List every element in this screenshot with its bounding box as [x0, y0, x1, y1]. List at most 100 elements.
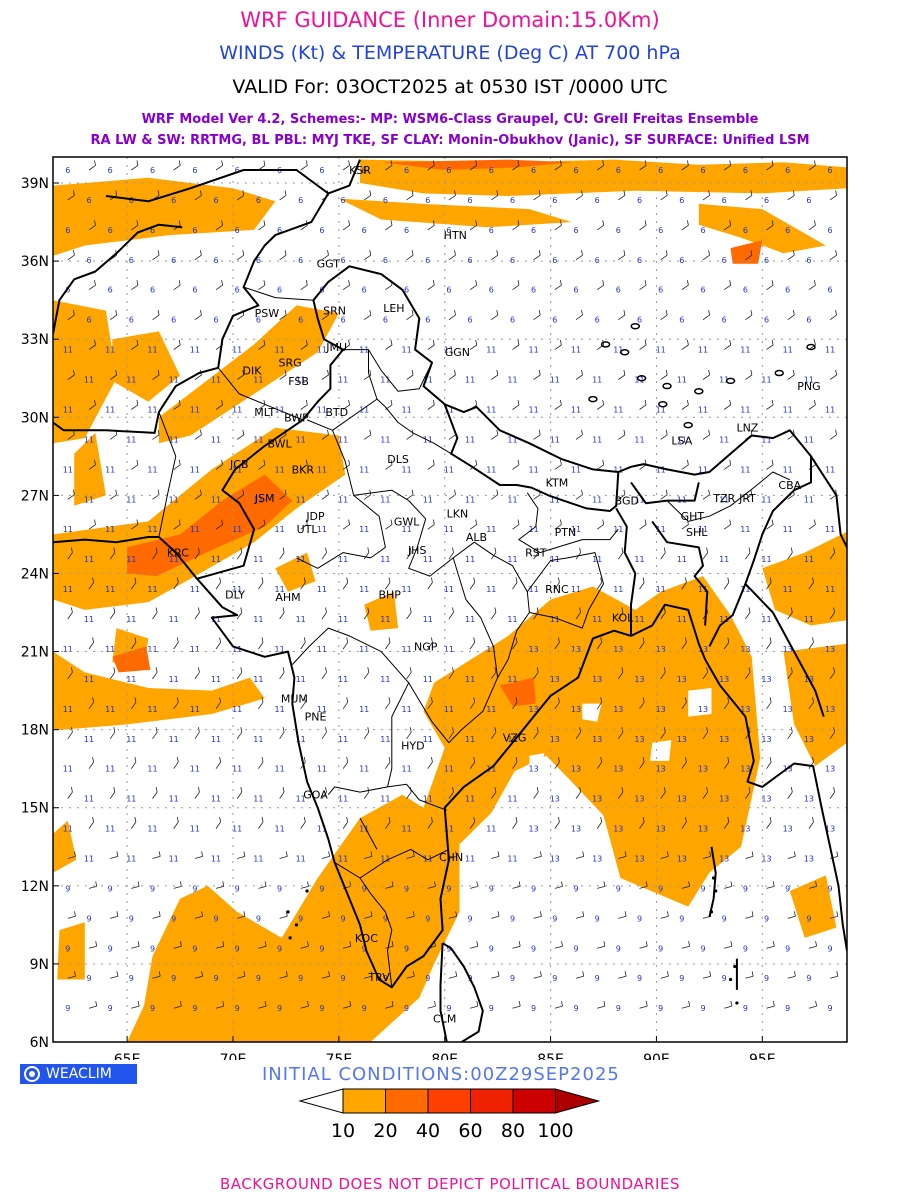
- svg-text:11: 11: [465, 855, 475, 864]
- svg-text:11: 11: [423, 495, 433, 504]
- svg-text:11: 11: [84, 615, 94, 624]
- svg-text:6: 6: [785, 226, 790, 235]
- svg-text:9: 9: [86, 914, 91, 923]
- station-ngp: NGP: [414, 640, 438, 653]
- svg-text:6: 6: [319, 166, 324, 175]
- svg-text:9: 9: [235, 884, 240, 893]
- svg-text:11: 11: [444, 346, 454, 355]
- svg-text:11: 11: [380, 735, 390, 744]
- svg-text:9: 9: [129, 914, 134, 923]
- svg-text:11: 11: [486, 346, 496, 355]
- svg-text:11: 11: [169, 555, 179, 564]
- station-pne: PNE: [305, 711, 327, 724]
- station-jhs: JHS: [407, 544, 427, 557]
- svg-text:9: 9: [298, 974, 303, 983]
- svg-text:11: 11: [105, 765, 115, 774]
- svg-text:9: 9: [446, 1004, 451, 1013]
- station-alb: ALB: [466, 531, 487, 544]
- svg-text:11: 11: [63, 645, 73, 654]
- coastline: [53, 159, 847, 1042]
- svg-text:11: 11: [84, 795, 94, 804]
- svg-text:9: 9: [510, 974, 515, 983]
- svg-text:6: 6: [108, 286, 113, 295]
- svg-text:11: 11: [465, 495, 475, 504]
- svg-text:6: 6: [446, 166, 451, 175]
- svg-text:9: 9: [383, 914, 388, 923]
- svg-text:9: 9: [552, 974, 557, 983]
- svg-text:9: 9: [785, 1004, 790, 1013]
- svg-text:11: 11: [147, 585, 157, 594]
- svg-text:11: 11: [63, 825, 73, 834]
- svg-text:11: 11: [804, 555, 814, 564]
- station-chn: CHN: [439, 851, 463, 864]
- lat-tick-label: 9N: [30, 957, 49, 973]
- svg-text:11: 11: [783, 525, 793, 534]
- svg-text:11: 11: [359, 585, 369, 594]
- svg-text:9: 9: [828, 944, 833, 953]
- svg-text:9: 9: [806, 974, 811, 983]
- svg-text:11: 11: [507, 376, 517, 385]
- svg-text:11: 11: [338, 495, 348, 504]
- svg-text:13: 13: [719, 855, 729, 864]
- colorbar-segment: [427, 1088, 471, 1114]
- svg-text:6: 6: [573, 226, 578, 235]
- svg-text:6: 6: [319, 226, 324, 235]
- svg-text:11: 11: [317, 525, 327, 534]
- svg-text:9: 9: [319, 884, 324, 893]
- svg-text:6: 6: [552, 196, 557, 205]
- station-lnz: LNZ: [737, 422, 759, 435]
- station-labels: KSR HTN GGT LEH PSW SRN JMU GGN DIK SRG FSB PNG MLT B…: [167, 164, 821, 1026]
- svg-text:6: 6: [171, 196, 176, 205]
- svg-text:9: 9: [277, 884, 282, 893]
- svg-text:11: 11: [529, 346, 539, 355]
- station-goa: GOA: [303, 789, 328, 802]
- svg-text:9: 9: [341, 974, 346, 983]
- colorbar-low-triangle: [298, 1088, 344, 1114]
- svg-text:11: 11: [423, 555, 433, 564]
- svg-text:6: 6: [298, 196, 303, 205]
- svg-text:11: 11: [783, 346, 793, 355]
- svg-text:9: 9: [468, 914, 473, 923]
- svg-text:11: 11: [677, 376, 687, 385]
- station-bwl: BWL: [268, 437, 293, 450]
- svg-text:11: 11: [613, 346, 623, 355]
- svg-text:11: 11: [698, 346, 708, 355]
- svg-text:13: 13: [719, 675, 729, 684]
- svg-text:13: 13: [571, 825, 581, 834]
- svg-text:6: 6: [806, 256, 811, 265]
- svg-text:6: 6: [658, 166, 663, 175]
- svg-text:11: 11: [232, 346, 242, 355]
- svg-text:6: 6: [679, 196, 684, 205]
- svg-text:11: 11: [423, 855, 433, 864]
- svg-text:13: 13: [783, 825, 793, 834]
- station-hyd: HYD: [401, 739, 424, 752]
- lat-tick-label: 27N: [21, 488, 49, 504]
- svg-text:13: 13: [592, 855, 602, 864]
- svg-text:6: 6: [86, 256, 91, 265]
- svg-text:9: 9: [65, 1004, 70, 1013]
- lat-tick-label: 18N: [21, 723, 49, 739]
- svg-text:11: 11: [105, 585, 115, 594]
- station-koc: KOC: [355, 932, 378, 945]
- svg-text:6: 6: [404, 226, 409, 235]
- svg-text:11: 11: [634, 615, 644, 624]
- svg-text:11: 11: [190, 525, 200, 534]
- svg-text:11: 11: [232, 765, 242, 774]
- station-lsa: LSA: [671, 435, 692, 448]
- svg-text:6: 6: [743, 166, 748, 175]
- svg-text:11: 11: [656, 525, 666, 534]
- svg-text:13: 13: [571, 765, 581, 774]
- lat-tick-label: 30N: [21, 410, 49, 426]
- svg-text:11: 11: [253, 855, 263, 864]
- svg-text:11: 11: [719, 615, 729, 624]
- station-leh: LEH: [383, 302, 404, 315]
- station-krc: KRC: [167, 547, 189, 560]
- svg-text:11: 11: [169, 615, 179, 624]
- svg-text:9: 9: [743, 1004, 748, 1013]
- svg-text:6: 6: [700, 166, 705, 175]
- svg-text:11: 11: [126, 435, 136, 444]
- svg-text:13: 13: [550, 795, 560, 804]
- svg-text:11: 11: [211, 795, 221, 804]
- lat-tick-label: 21N: [21, 645, 49, 661]
- svg-text:11: 11: [359, 765, 369, 774]
